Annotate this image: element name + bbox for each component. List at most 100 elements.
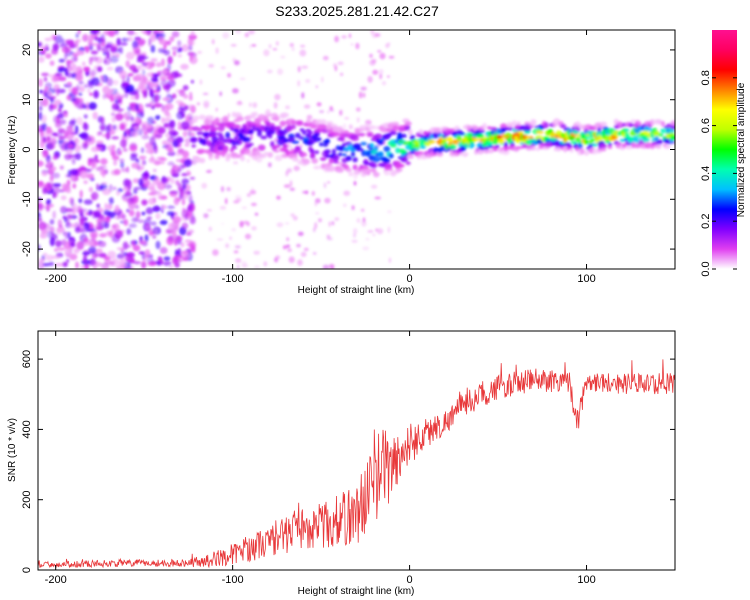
spectrogram-cell <box>371 58 377 64</box>
spectrogram-cell <box>58 224 63 228</box>
spectrogram-cell <box>146 116 155 126</box>
spectrogram-cell <box>97 219 101 229</box>
spectrogram-cell <box>199 114 206 120</box>
spectrogram-cell <box>362 92 366 98</box>
spectrogram-cell <box>177 40 182 47</box>
spectrogram-cell <box>127 179 133 189</box>
spectrogram-cell <box>99 169 107 176</box>
spectrogram-cell <box>214 154 220 160</box>
spectrogram-cell <box>132 40 139 49</box>
spectrogram-cell <box>600 147 607 152</box>
spectrogram-cell <box>88 57 93 65</box>
spectrogram-cell <box>350 152 356 156</box>
spectrogram-cell <box>236 264 240 269</box>
spectrogram-cell <box>342 153 347 157</box>
spectrogram-cell <box>83 66 91 72</box>
spectrogram-cell <box>74 137 79 143</box>
spectrogram-cell <box>67 231 71 239</box>
spectrogram-cell <box>101 133 111 138</box>
spectrogram-cell <box>87 39 93 47</box>
spectrogram-cell <box>116 265 125 269</box>
y-tick-label: -20 <box>21 241 33 257</box>
colorbar-tick-label: 0.4 <box>700 166 712 181</box>
spectrogram-cell <box>184 239 192 243</box>
spectrogram-cell <box>339 132 346 139</box>
spectrogram-cell <box>53 193 58 198</box>
spectrogram-cell <box>137 219 144 223</box>
spectrogram-cell <box>71 55 78 63</box>
spectrogram-cell <box>38 213 42 220</box>
spectrogram-cell <box>238 100 242 105</box>
spectrogram-cell <box>260 135 268 140</box>
spectrogram-cell <box>297 80 301 87</box>
spectrogram-cell <box>121 81 130 89</box>
spectrogram-cell <box>273 115 280 122</box>
spectrogram-cell <box>418 129 424 135</box>
spectrogram-cell <box>157 126 166 134</box>
spectrogram-cell <box>161 175 167 184</box>
spectrogram-cell <box>62 231 66 236</box>
spectrogram-cell <box>61 183 68 192</box>
spectrogram-cell <box>154 228 158 235</box>
spectrogram-cell <box>592 142 598 147</box>
spectrogram-cell <box>248 142 254 147</box>
spectrogram-cell <box>150 189 158 196</box>
spectrogram-cell <box>58 119 67 125</box>
spectrogram-cell <box>377 151 384 157</box>
spectrogram-cell <box>238 140 243 145</box>
spectrogram-cell <box>100 116 105 125</box>
spectrogram-cell <box>542 136 550 140</box>
spectrogram-cell <box>66 81 72 86</box>
spectrogram-cell <box>388 55 395 59</box>
spectrogram-cell <box>161 140 168 146</box>
spectrogram-cell <box>232 88 239 94</box>
spectrogram-cell <box>297 120 303 126</box>
x-tick-label: 0 <box>407 574 413 586</box>
spectrogram-cell <box>314 222 318 230</box>
spectrogram-cell <box>344 116 350 120</box>
spectrogram-cell <box>108 230 114 238</box>
spectrogram-cell <box>313 132 320 137</box>
spectrogram-cell <box>91 232 97 242</box>
spectrogram-cell <box>343 190 351 196</box>
spectrogram-cell <box>279 130 287 136</box>
spectrogram-cell <box>141 176 149 181</box>
spectrogram-cell <box>336 168 344 173</box>
spectrogram-cell <box>134 187 138 192</box>
spectrogram-cell <box>109 260 115 265</box>
spectrogram-cell <box>181 198 186 206</box>
spectrogram-cell <box>371 162 378 169</box>
spectrogram-cell <box>246 114 252 121</box>
spectrogram-cell <box>337 152 343 157</box>
spectrogram-cell <box>291 124 296 130</box>
spectrogram-cell <box>289 187 295 191</box>
spectrogram-cell <box>257 144 266 151</box>
spectrogram-cell <box>120 161 125 169</box>
spectrogram-cell <box>96 142 105 148</box>
spectrogram-cell <box>54 123 62 127</box>
spectrogram-cell <box>257 130 262 137</box>
spectrogram-cell <box>208 63 215 68</box>
spectrogram-cell <box>178 102 186 107</box>
spectrogram-cell <box>119 123 126 131</box>
spectrogram-cell <box>43 76 48 82</box>
spectrogram-cell <box>660 128 666 134</box>
spectrogram-cell <box>116 234 120 240</box>
spectrogram-x-ticks: -200 -100 0 100 <box>45 30 596 285</box>
spectrogram-cell <box>249 44 252 49</box>
colorbar-tick-label: 0.8 <box>700 70 712 85</box>
spectrogram-cell <box>381 81 387 86</box>
spectrogram-cell <box>106 66 114 71</box>
x-tick-label: -200 <box>45 574 67 586</box>
spectrogram-cell <box>40 229 49 234</box>
spectrogram-cell <box>276 222 284 228</box>
spectrogram-cell <box>57 113 64 119</box>
spectrogram-cell <box>326 234 331 239</box>
spectrogram-cell <box>536 130 544 134</box>
spectrogram-cell <box>150 221 157 226</box>
spectrogram-cell <box>356 218 361 223</box>
spectrogram-cell <box>441 139 447 144</box>
spectrogram-cell <box>427 139 436 144</box>
y-tick-label: 600 <box>21 350 33 368</box>
